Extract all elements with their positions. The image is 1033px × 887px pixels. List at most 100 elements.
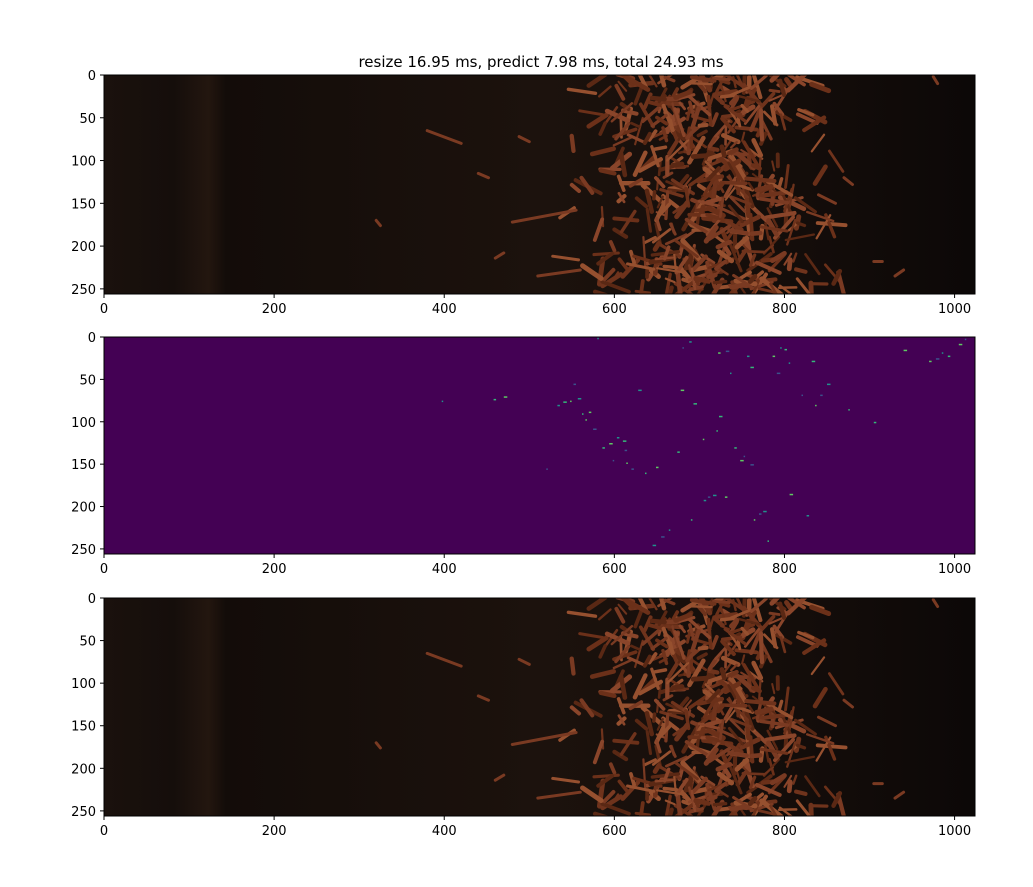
particle [688,285,705,292]
output-frame-image [104,598,975,816]
particle [686,93,712,117]
particle [374,218,382,228]
particle [657,610,668,627]
particle [674,761,699,781]
particle [592,251,620,257]
mask-speck [784,348,787,351]
particle [747,181,754,191]
particle [649,95,667,102]
mask-speck [767,540,769,542]
particle [653,145,668,151]
y-tick-label: 50 [79,635,96,650]
mask-speck [740,459,744,462]
particle [617,257,629,271]
particle [680,77,699,90]
particle [658,202,672,217]
particle [566,87,598,96]
particle [712,599,731,605]
x-tick-label: 0 [100,824,108,839]
particle [710,635,719,650]
mask-speck [873,421,877,424]
particle [741,654,746,665]
particle [707,668,720,675]
particle [736,638,742,651]
particle [748,775,757,790]
particle [787,598,806,610]
particle [672,251,677,272]
particle [744,609,757,631]
particle [774,110,793,122]
particle [784,233,816,242]
particle [723,681,742,695]
particle [651,750,672,766]
mask-speck [661,536,665,538]
particle [664,755,688,768]
particle [795,221,807,228]
particle [750,685,762,694]
particle [693,276,711,284]
x-tick-label: 600 [602,302,627,317]
particle [626,262,656,271]
input-frame-image [104,75,975,294]
particle [777,601,787,620]
particle [715,761,733,772]
particle [734,757,750,772]
particle [757,712,789,721]
particle [768,88,781,94]
particle [592,773,620,779]
particle [639,279,645,294]
particle [654,100,684,107]
particle [703,747,719,766]
particle [656,789,686,796]
mask-speck [780,347,782,349]
particle [713,612,739,620]
particle [682,176,693,189]
particle [425,129,463,145]
particle [758,108,765,142]
particle [629,249,636,265]
particle [749,752,763,759]
particle [706,617,713,650]
particle [664,794,672,816]
particle [673,801,697,816]
mask-speck [624,449,628,452]
particle [696,652,708,660]
particle [659,710,684,721]
particle [592,739,605,765]
mask-speck [689,341,692,343]
particle [797,108,815,117]
particle [787,75,806,87]
particle [727,726,744,746]
particle [675,687,690,692]
particle [719,180,748,186]
particle [688,807,705,814]
particle [690,629,701,653]
particle [669,744,677,758]
particle [744,699,777,706]
particle [673,89,693,100]
mask-speck [719,415,723,418]
mask-speck [789,493,794,496]
particle [732,273,753,289]
particle [729,618,740,629]
particle [812,686,828,709]
particle [673,279,697,294]
particle [740,103,750,113]
particle [688,100,696,119]
mask-speck [682,347,684,349]
particle [804,253,821,276]
particle [634,196,649,209]
particle [720,116,736,134]
particle [815,743,848,750]
particle [655,638,669,649]
particle [769,250,787,264]
particle [614,606,626,624]
mask-speck [588,411,592,414]
particle [743,104,761,125]
particle [704,683,723,701]
particle [697,82,707,94]
particle [752,598,763,623]
mask-speck [702,438,705,441]
particle [612,136,633,147]
particle [623,598,651,615]
